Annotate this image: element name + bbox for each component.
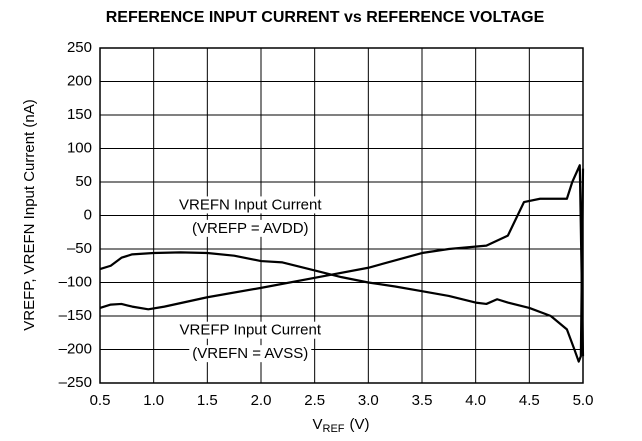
x-tick-label: 5.0 — [573, 392, 594, 409]
y-tick-label: 50 — [75, 173, 92, 190]
annotation-bg — [176, 321, 325, 339]
x-tick-label: 1.5 — [197, 392, 218, 409]
x-tick-label: 0.5 — [90, 392, 111, 409]
annotation: (VREFP = AVDD) — [192, 220, 309, 237]
annotation: VREFN Input Current — [179, 196, 322, 213]
series-line — [99, 164, 585, 357]
annotation-bg — [189, 345, 312, 363]
y-tick-label: 100 — [67, 139, 92, 156]
x-tick-label: 2.0 — [251, 392, 272, 409]
x-tick-label: 3.5 — [412, 392, 433, 409]
y-tick-label: 150 — [67, 106, 92, 123]
chart-title: REFERENCE INPUT CURRENT vs REFERENCE VOL… — [106, 9, 545, 26]
y-tick-label: 250 — [67, 39, 92, 56]
y-axis-label: VREFP, VREFN Input Current (nA) — [21, 99, 38, 330]
annotation-bg — [175, 196, 326, 214]
y-tick-label: 200 — [67, 72, 92, 89]
x-tick-label: 2.5 — [304, 392, 325, 409]
annotation: (VREFN = AVSS) — [192, 345, 308, 362]
x-tick-label: 4.5 — [519, 392, 540, 409]
x-label-unit: (V) — [350, 416, 370, 433]
y-tick-label: 0 — [84, 206, 92, 223]
x-tick-label: 1.0 — [143, 392, 164, 409]
x-axis-label: VREF (V) — [312, 416, 369, 435]
x-tick-label: 4.0 — [465, 392, 486, 409]
x-tick-label: 3.0 — [358, 392, 379, 409]
x-label-sub: REF — [323, 423, 345, 435]
x-label-main: V — [312, 416, 322, 433]
series-line — [99, 168, 585, 363]
y-tick-label: –100 — [59, 273, 92, 290]
y-tick-label: –200 — [59, 340, 92, 357]
annotation: VREFP Input Current — [180, 322, 322, 339]
y-tick-label: –50 — [67, 240, 92, 257]
annotation-bg — [188, 219, 312, 237]
y-tick-label: –150 — [59, 307, 92, 324]
y-tick-label: –250 — [59, 374, 92, 391]
